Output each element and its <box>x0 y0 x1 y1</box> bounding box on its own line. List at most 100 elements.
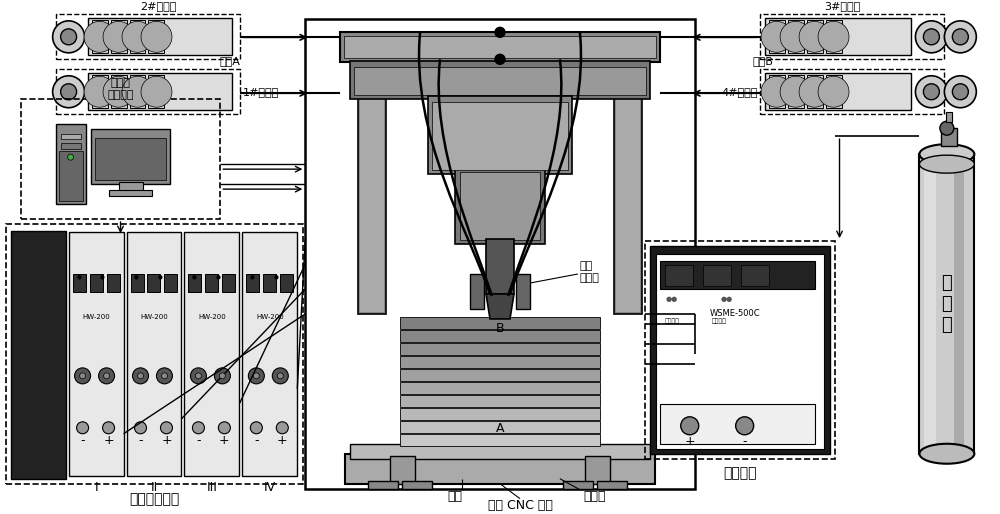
Bar <box>760 69 944 114</box>
Bar <box>402 481 432 489</box>
Bar <box>164 274 177 292</box>
Bar <box>184 232 239 476</box>
Bar <box>765 74 911 110</box>
Text: ●●: ●● <box>721 296 733 302</box>
Text: -: - <box>80 434 85 447</box>
Bar <box>242 232 297 476</box>
Text: +: + <box>161 434 172 447</box>
Circle shape <box>103 22 134 52</box>
Circle shape <box>952 84 968 100</box>
Circle shape <box>104 373 110 379</box>
Circle shape <box>736 417 754 435</box>
Bar <box>354 67 646 95</box>
Circle shape <box>780 76 811 107</box>
Circle shape <box>250 422 262 434</box>
Bar <box>400 382 600 394</box>
Circle shape <box>190 368 206 384</box>
Bar <box>769 75 785 108</box>
Text: -: - <box>742 435 747 448</box>
Circle shape <box>799 76 830 107</box>
Bar <box>826 21 842 53</box>
Circle shape <box>61 29 77 45</box>
Bar <box>400 369 600 381</box>
Bar <box>470 274 484 309</box>
Bar <box>400 356 600 368</box>
Bar <box>826 75 842 108</box>
Bar <box>390 456 415 484</box>
Text: HW-200: HW-200 <box>82 314 110 320</box>
Circle shape <box>160 422 172 434</box>
Circle shape <box>495 54 505 64</box>
Circle shape <box>915 76 947 108</box>
Text: -: - <box>254 434 259 447</box>
Circle shape <box>218 422 230 434</box>
Text: 氩弧焊机: 氩弧焊机 <box>723 466 756 480</box>
Bar <box>88 19 232 56</box>
Bar <box>788 75 804 108</box>
Circle shape <box>84 76 115 107</box>
Circle shape <box>53 21 85 53</box>
Circle shape <box>99 368 115 384</box>
Text: +: + <box>219 434 230 447</box>
Bar <box>127 232 181 476</box>
Text: 3#送丝机: 3#送丝机 <box>824 2 860 11</box>
Bar <box>400 408 600 420</box>
Text: I: I <box>94 481 98 494</box>
Bar <box>460 172 540 240</box>
Text: 计算机
控制系统: 计算机 控制系统 <box>107 79 134 100</box>
Text: ●: ● <box>100 274 105 280</box>
Bar <box>516 274 530 309</box>
Text: 丝材A: 丝材A <box>220 57 241 66</box>
Text: ●: ● <box>158 274 163 280</box>
Text: HW-200: HW-200 <box>140 314 168 320</box>
Bar <box>585 456 610 484</box>
Text: -: - <box>138 434 143 447</box>
Bar <box>305 20 695 489</box>
Bar <box>131 274 144 292</box>
Bar <box>400 317 600 329</box>
Text: IV: IV <box>264 481 276 494</box>
Bar <box>350 61 650 99</box>
Bar <box>946 112 952 122</box>
Bar <box>130 75 145 108</box>
Bar <box>919 154 974 454</box>
Circle shape <box>80 373 86 379</box>
Bar <box>660 261 815 289</box>
Ellipse shape <box>919 444 974 464</box>
Bar <box>88 74 232 110</box>
Bar <box>665 265 693 286</box>
Text: 工作台: 工作台 <box>584 490 606 503</box>
Bar <box>455 169 545 244</box>
Text: 丝材B: 丝材B <box>752 57 773 66</box>
Bar <box>400 421 600 433</box>
Bar <box>765 19 911 56</box>
Circle shape <box>276 422 288 434</box>
Bar <box>345 454 655 484</box>
Bar <box>61 143 81 149</box>
Circle shape <box>780 22 811 52</box>
Bar <box>61 134 81 139</box>
Circle shape <box>75 368 91 384</box>
Bar <box>90 274 103 292</box>
Bar <box>368 481 398 489</box>
Bar <box>280 274 293 292</box>
Bar <box>954 154 964 454</box>
Bar <box>703 265 731 286</box>
Circle shape <box>799 22 830 52</box>
Circle shape <box>138 373 144 379</box>
Bar <box>59 151 83 201</box>
Circle shape <box>103 422 115 434</box>
Text: 基板: 基板 <box>448 490 463 503</box>
Circle shape <box>133 368 148 384</box>
Bar <box>350 444 650 458</box>
Text: -: - <box>196 434 201 447</box>
Bar <box>563 481 593 489</box>
Bar <box>344 36 656 58</box>
Text: +: + <box>277 434 288 447</box>
Bar <box>246 274 259 292</box>
Circle shape <box>944 76 976 108</box>
Text: A: A <box>496 423 504 435</box>
Circle shape <box>122 76 153 107</box>
Circle shape <box>923 84 939 100</box>
Circle shape <box>77 422 89 434</box>
